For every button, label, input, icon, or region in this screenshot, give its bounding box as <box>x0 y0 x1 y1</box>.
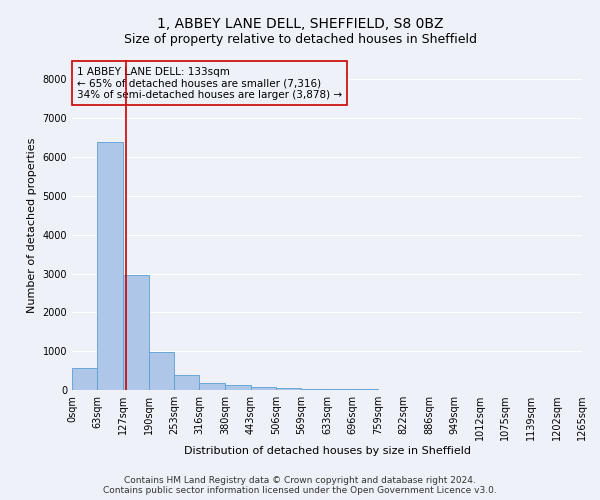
Bar <box>301 389 327 390</box>
Y-axis label: Number of detached properties: Number of detached properties <box>27 138 37 312</box>
Bar <box>97 142 123 390</box>
Text: Contains HM Land Registry data © Crown copyright and database right 2024.
Contai: Contains HM Land Registry data © Crown c… <box>103 476 497 495</box>
Bar <box>327 389 353 390</box>
Bar <box>251 387 276 390</box>
Text: 1 ABBEY LANE DELL: 133sqm
← 65% of detached houses are smaller (7,316)
34% of se: 1 ABBEY LANE DELL: 133sqm ← 65% of detac… <box>77 66 342 100</box>
Bar <box>225 386 251 390</box>
X-axis label: Distribution of detached houses by size in Sheffield: Distribution of detached houses by size … <box>184 446 470 456</box>
Bar <box>123 276 149 390</box>
Bar <box>72 368 97 390</box>
Bar <box>276 388 301 390</box>
Text: Size of property relative to detached houses in Sheffield: Size of property relative to detached ho… <box>124 32 476 46</box>
Bar <box>199 383 225 390</box>
Bar <box>149 352 174 390</box>
Text: 1, ABBEY LANE DELL, SHEFFIELD, S8 0BZ: 1, ABBEY LANE DELL, SHEFFIELD, S8 0BZ <box>157 18 443 32</box>
Bar <box>174 375 199 390</box>
